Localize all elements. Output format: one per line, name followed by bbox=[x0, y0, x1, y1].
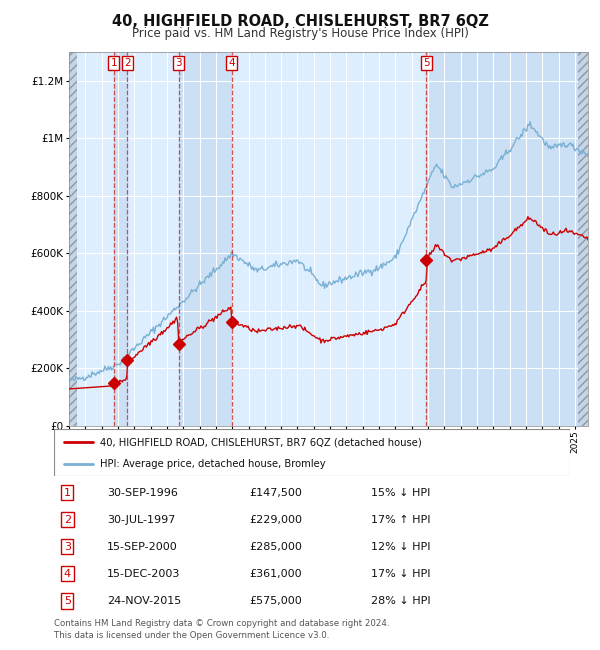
Text: 40, HIGHFIELD ROAD, CHISLEHURST, BR7 6QZ (detached house): 40, HIGHFIELD ROAD, CHISLEHURST, BR7 6QZ… bbox=[100, 437, 422, 447]
Text: 2: 2 bbox=[64, 515, 71, 525]
Text: £575,000: £575,000 bbox=[250, 596, 302, 606]
Text: 15-DEC-2003: 15-DEC-2003 bbox=[107, 569, 180, 578]
Text: 3: 3 bbox=[64, 541, 71, 552]
Bar bbox=[114, 52, 127, 426]
Bar bbox=[69, 52, 77, 426]
Text: 30-JUL-1997: 30-JUL-1997 bbox=[107, 515, 175, 525]
Text: £285,000: £285,000 bbox=[250, 541, 302, 552]
Text: 28% ↓ HPI: 28% ↓ HPI bbox=[371, 596, 430, 606]
Text: 24-NOV-2015: 24-NOV-2015 bbox=[107, 596, 181, 606]
Text: £147,500: £147,500 bbox=[250, 488, 302, 497]
Text: 12% ↓ HPI: 12% ↓ HPI bbox=[371, 541, 430, 552]
Bar bbox=[578, 52, 588, 426]
Text: 1: 1 bbox=[110, 58, 117, 68]
Text: 5: 5 bbox=[64, 596, 71, 606]
Text: £229,000: £229,000 bbox=[250, 515, 302, 525]
Text: 5: 5 bbox=[423, 58, 430, 68]
Text: 15% ↓ HPI: 15% ↓ HPI bbox=[371, 488, 430, 497]
Text: 4: 4 bbox=[64, 569, 71, 578]
Text: 3: 3 bbox=[175, 58, 182, 68]
Text: HPI: Average price, detached house, Bromley: HPI: Average price, detached house, Brom… bbox=[100, 459, 326, 469]
Text: 15-SEP-2000: 15-SEP-2000 bbox=[107, 541, 178, 552]
Text: 17% ↑ HPI: 17% ↑ HPI bbox=[371, 515, 430, 525]
Text: 2: 2 bbox=[124, 58, 131, 68]
Text: 17% ↓ HPI: 17% ↓ HPI bbox=[371, 569, 430, 578]
Text: 40, HIGHFIELD ROAD, CHISLEHURST, BR7 6QZ: 40, HIGHFIELD ROAD, CHISLEHURST, BR7 6QZ bbox=[112, 14, 488, 29]
Bar bbox=[179, 52, 232, 426]
Text: Contains HM Land Registry data © Crown copyright and database right 2024.
This d: Contains HM Land Registry data © Crown c… bbox=[54, 619, 389, 640]
Text: 30-SEP-1996: 30-SEP-1996 bbox=[107, 488, 178, 497]
Text: Price paid vs. HM Land Registry's House Price Index (HPI): Price paid vs. HM Land Registry's House … bbox=[131, 27, 469, 40]
Text: £361,000: £361,000 bbox=[250, 569, 302, 578]
Text: 1: 1 bbox=[64, 488, 71, 497]
Bar bbox=[427, 52, 578, 426]
Text: 4: 4 bbox=[228, 58, 235, 68]
